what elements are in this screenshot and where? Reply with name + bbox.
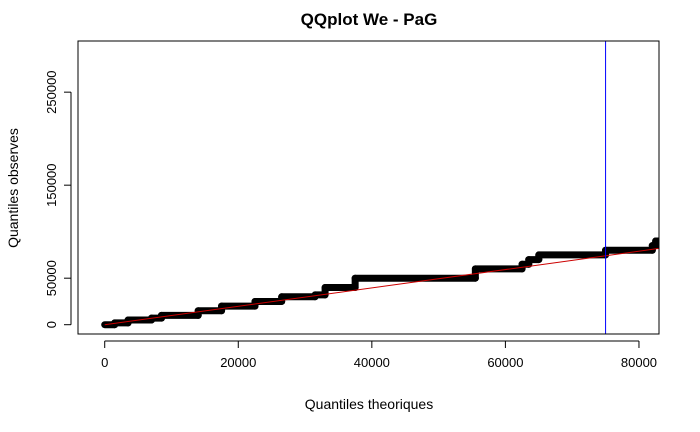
x-tick-label: 20000 [220, 355, 256, 370]
y-tick-label: 250000 [44, 70, 59, 113]
y-tick-label: 50000 [44, 260, 59, 296]
plot-frame [77, 40, 660, 335]
x-axis: 0 20000 40000 60000 80000 [101, 340, 657, 370]
data-series [101, 237, 659, 329]
y-axis: 0 50000 150000 250000 [44, 70, 72, 328]
reference-line [104, 247, 660, 326]
x-tick-label: 40000 [354, 355, 390, 370]
x-tick-label: 60000 [487, 355, 523, 370]
x-tick-label: 0 [101, 355, 108, 370]
y-tick-label: 0 [44, 321, 59, 328]
chart-title: QQplot We - PaG [301, 10, 438, 29]
y-axis-label: Quantiles observes [5, 128, 21, 248]
x-axis-label: Quantiles theoriques [305, 396, 433, 412]
y-tick-label: 150000 [44, 163, 59, 206]
x-tick-label: 80000 [621, 355, 657, 370]
